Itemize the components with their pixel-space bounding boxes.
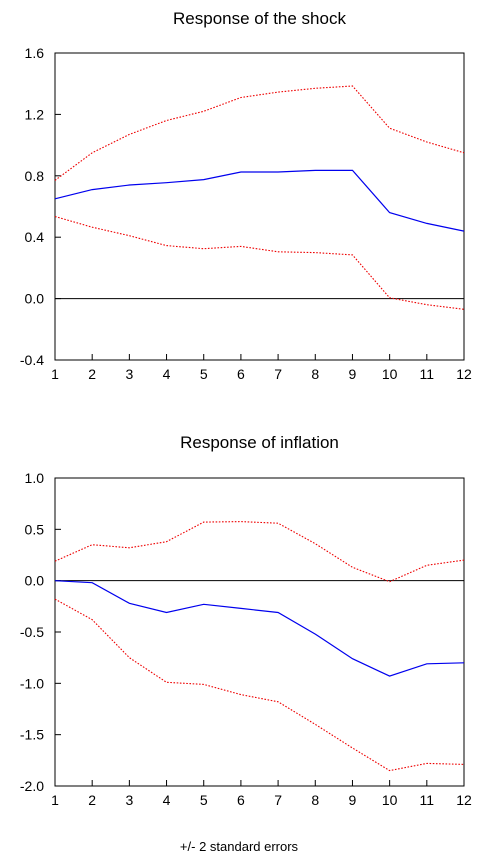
y-tick-label: -0.4: [20, 352, 44, 368]
x-tick-label: 3: [125, 366, 133, 382]
upper-error-band: [54, 521, 465, 583]
x-tick-label: 10: [382, 366, 398, 382]
x-tick-label: 3: [125, 792, 133, 808]
y-tick-label: -2.0: [20, 778, 44, 794]
y-tick-label: 1.2: [25, 106, 45, 122]
chart-title: Response of the shock: [173, 9, 346, 28]
y-tick-label: 0.0: [25, 573, 45, 589]
x-tick-label: 1: [51, 792, 59, 808]
x-tick-label: 8: [311, 792, 319, 808]
x-tick-label: 1: [51, 366, 59, 382]
inflation-response-panel: Response of inflation -2.0 -1.5 -1.0 -0.5 0.0…: [20, 433, 472, 808]
x-tick-label: 2: [88, 366, 96, 382]
x-tick-label: 2: [88, 792, 96, 808]
x-tick-label: 11: [420, 366, 435, 382]
y-tick-label: -1.0: [20, 675, 44, 691]
x-tick-label: 12: [456, 366, 472, 382]
x-tick-label: 5: [200, 366, 208, 382]
shock-response-panel: Response of the shock -0.4 0.0 0.4 0.8 1.2 1.6…: [20, 9, 472, 382]
y-tick-label: 1.0: [25, 470, 45, 486]
upper-error-band: [54, 85, 465, 181]
y-tick-label: 0.4: [25, 229, 45, 245]
plot-frame: [54, 477, 465, 787]
x-tick-label: 9: [349, 792, 357, 808]
x-tick-label: 12: [456, 792, 472, 808]
x-tick-label: 7: [274, 366, 282, 382]
y-tick-label: -1.5: [20, 727, 44, 743]
x-tick-label: 4: [163, 366, 171, 382]
x-tick-label: 4: [163, 792, 171, 808]
x-tick-label: 5: [200, 792, 208, 808]
y-tick-label: 0.0: [25, 291, 45, 307]
x-tick-label: 6: [237, 366, 245, 382]
x-tick-label: 8: [311, 366, 319, 382]
y-tick-label: 0.5: [25, 521, 45, 537]
legend-note: +/- 2 standard errors: [180, 839, 299, 854]
plot-frame: [54, 52, 465, 361]
x-tick-label: 11: [420, 792, 435, 808]
y-tick-label: 1.6: [25, 45, 45, 61]
y-tick-label: 0.8: [25, 168, 45, 184]
response-line: [54, 580, 465, 677]
x-tick-label: 6: [237, 792, 245, 808]
x-tick-label: 9: [349, 366, 357, 382]
response-line: [54, 169, 465, 232]
x-tick-label: 10: [382, 792, 398, 808]
chart-title: Response of inflation: [180, 433, 339, 452]
y-tick-label: -0.5: [20, 624, 44, 640]
lower-error-band: [54, 598, 465, 772]
x-tick-label: 7: [274, 792, 282, 808]
lower-error-band: [54, 215, 465, 310]
